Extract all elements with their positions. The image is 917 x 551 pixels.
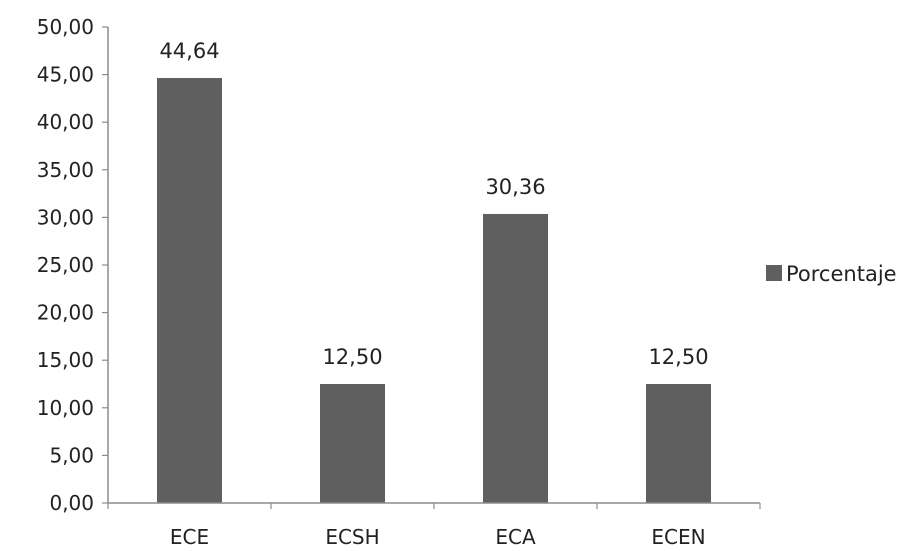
data-label: 44,64 [159, 39, 219, 63]
y-tick-label: 35,00 [37, 158, 94, 182]
x-category-label: ECSH [325, 525, 379, 549]
y-tick-label: 10,00 [37, 396, 94, 420]
bar-eca [483, 213, 548, 504]
legend: Porcentaje [766, 262, 897, 286]
y-tick-label: 5,00 [49, 443, 94, 467]
axes [107, 27, 761, 509]
data-label: 12,50 [648, 345, 708, 369]
legend-swatch [766, 265, 782, 281]
bar-ecen [646, 384, 711, 503]
y-tick-label: 15,00 [37, 348, 94, 372]
y-tick-label: 0,00 [49, 491, 94, 515]
x-axis-labels: ECE ECSH ECA ECEN [170, 525, 706, 549]
y-tick-label: 40,00 [37, 110, 94, 134]
y-tick-label: 30,00 [37, 205, 94, 229]
y-tick-label: 25,00 [37, 253, 94, 277]
legend-label: Porcentaje [786, 262, 897, 286]
y-tick-label: 50,00 [37, 15, 94, 39]
data-label: 12,50 [322, 345, 382, 369]
x-category-label: ECA [495, 525, 536, 549]
y-axis-ticks: 0,00 5,00 10,00 15,00 20,00 25,00 30,00 35,00 40… [37, 15, 108, 515]
x-category-label: ECE [170, 525, 209, 549]
y-tick-label: 20,00 [37, 301, 94, 325]
bar-ecsh [320, 384, 385, 503]
y-tick-label: 45,00 [37, 63, 94, 87]
bars: 44,64 12,50 30,36 12,50 [157, 39, 711, 504]
x-category-label: ECEN [651, 525, 705, 549]
bar-ece [157, 78, 222, 504]
data-label: 30,36 [485, 175, 545, 199]
